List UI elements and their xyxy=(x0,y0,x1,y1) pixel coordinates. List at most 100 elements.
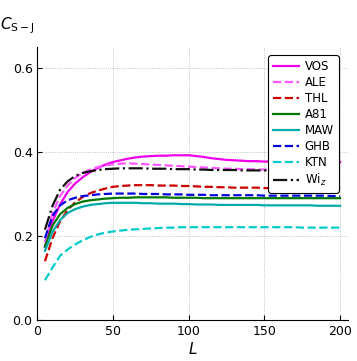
THL xyxy=(270,186,274,190)
A81 xyxy=(187,196,191,200)
GHB xyxy=(50,214,55,218)
ALE xyxy=(65,183,70,188)
A81 xyxy=(209,196,213,200)
Wi$_z$ xyxy=(111,166,115,171)
Line: ALE: ALE xyxy=(45,163,340,242)
THL xyxy=(217,185,221,190)
A81 xyxy=(50,223,55,228)
ALE xyxy=(255,168,259,172)
KTN xyxy=(156,226,161,230)
VOS xyxy=(285,160,289,164)
KTN xyxy=(179,225,183,229)
A81 xyxy=(323,196,327,200)
KTN xyxy=(171,226,176,230)
KTN xyxy=(300,226,305,230)
THL xyxy=(171,183,176,188)
VOS xyxy=(338,160,342,164)
VOS xyxy=(73,181,77,186)
VOS xyxy=(202,155,206,159)
MAW xyxy=(330,204,335,208)
THL xyxy=(255,186,259,190)
VOS xyxy=(308,160,312,164)
MAW xyxy=(308,203,312,208)
KTN xyxy=(330,226,335,230)
THL xyxy=(156,183,161,188)
KTN xyxy=(217,225,221,229)
ALE xyxy=(300,168,305,172)
A81 xyxy=(96,197,100,201)
THL xyxy=(134,183,138,187)
Wi$_z$ xyxy=(240,168,244,173)
MAW xyxy=(217,203,221,207)
A81 xyxy=(65,206,70,210)
KTN xyxy=(65,247,70,252)
THL xyxy=(262,186,267,190)
KTN xyxy=(134,227,138,231)
VOS xyxy=(292,160,297,164)
Wi$_z$ xyxy=(164,166,168,171)
MAW xyxy=(126,201,130,205)
A81 xyxy=(111,196,115,200)
Legend: VOS, ALE, THL, A81, MAW, GHB, KTN, Wi$_z$: VOS, ALE, THL, A81, MAW, GHB, KTN, Wi$_z… xyxy=(268,55,339,192)
GHB xyxy=(88,193,92,197)
ALE xyxy=(88,168,92,172)
ALE xyxy=(81,171,85,175)
KTN xyxy=(209,225,213,229)
GHB xyxy=(270,193,274,198)
THL xyxy=(126,183,130,188)
KTN xyxy=(149,226,153,231)
KTN xyxy=(119,229,123,233)
A81 xyxy=(338,196,342,200)
A81 xyxy=(179,196,183,200)
A81 xyxy=(315,196,320,200)
GHB xyxy=(43,236,47,240)
Line: KTN: KTN xyxy=(45,227,340,280)
ALE xyxy=(111,162,115,166)
Wi$_z$ xyxy=(103,167,107,171)
MAW xyxy=(149,201,153,205)
KTN xyxy=(315,226,320,230)
KTN xyxy=(126,227,130,232)
Wi$_z$ xyxy=(209,168,213,172)
GHB xyxy=(232,193,236,197)
KTN xyxy=(338,226,342,230)
MAW xyxy=(300,203,305,208)
THL xyxy=(88,191,92,195)
GHB xyxy=(73,196,77,200)
THL xyxy=(330,186,335,191)
A81 xyxy=(43,244,47,249)
KTN xyxy=(240,225,244,229)
THL xyxy=(96,188,100,193)
A81 xyxy=(262,196,267,200)
Wi$_z$ xyxy=(96,168,100,172)
A81 xyxy=(202,196,206,200)
KTN xyxy=(164,226,168,230)
ALE xyxy=(292,168,297,172)
VOS xyxy=(81,175,85,179)
THL xyxy=(103,186,107,191)
GHB xyxy=(330,194,335,198)
GHB xyxy=(240,193,244,197)
KTN xyxy=(292,225,297,229)
Wi$_z$ xyxy=(119,166,123,170)
THL xyxy=(73,200,77,205)
MAW xyxy=(270,203,274,208)
Wi$_z$ xyxy=(232,168,236,172)
GHB xyxy=(103,192,107,196)
THL xyxy=(58,219,62,223)
A81 xyxy=(156,195,161,200)
ALE xyxy=(141,162,145,166)
Wi$_z$ xyxy=(247,168,251,173)
GHB xyxy=(194,193,198,197)
VOS xyxy=(179,153,183,157)
ALE xyxy=(187,165,191,169)
GHB xyxy=(171,192,176,196)
KTN xyxy=(111,229,115,234)
GHB xyxy=(255,193,259,197)
THL xyxy=(292,186,297,190)
VOS xyxy=(277,160,282,164)
MAW xyxy=(81,204,85,209)
MAW xyxy=(134,201,138,205)
MAW xyxy=(194,202,198,206)
Wi$_z$ xyxy=(58,188,62,192)
